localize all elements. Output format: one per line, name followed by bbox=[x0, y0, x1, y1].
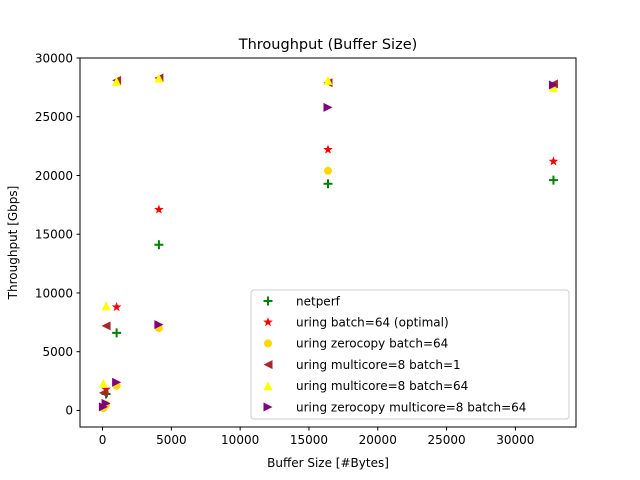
legend: netperf uring batch=64 (optimal) uring zer… bbox=[250, 289, 570, 420]
data-point-series-5-1 bbox=[101, 398, 111, 408]
data-point-series-0-2 bbox=[112, 328, 122, 338]
legend-label-1: uring batch=64 (optimal) bbox=[296, 316, 449, 330]
chart-title: Throughput (Buffer Size) bbox=[238, 37, 418, 53]
data-point-series-5-4 bbox=[323, 102, 333, 112]
x-tick-label-5: 25000 bbox=[427, 433, 465, 447]
y-tick-label-2: 10000 bbox=[35, 286, 73, 300]
data-point-series-0-3 bbox=[154, 240, 164, 250]
y-tick-label-0: 0 bbox=[65, 404, 73, 418]
data-point-series-4-4 bbox=[323, 75, 333, 85]
legend-marker-3 bbox=[263, 360, 273, 370]
legend-label-3: uring multicore=8 batch=1 bbox=[296, 358, 461, 372]
data-point-series-4-3 bbox=[154, 73, 164, 83]
y-tick-label-1: 5000 bbox=[42, 345, 73, 359]
y-axis-label: Throughput [Gbps] bbox=[6, 186, 20, 301]
data-points bbox=[98, 73, 559, 413]
data-point-series-4-5 bbox=[548, 82, 558, 92]
legend-marker-4 bbox=[263, 381, 273, 391]
data-point-series-0-5 bbox=[548, 175, 558, 185]
data-point-series-5-2 bbox=[112, 377, 122, 387]
x-tick-label-1: 5000 bbox=[156, 433, 187, 447]
x-axis-ticks: 0 5000 10000 15000 20000 25000 30000 bbox=[99, 427, 534, 447]
legend-label-4: uring multicore=8 batch=64 bbox=[296, 379, 468, 393]
x-axis-label: Buffer Size [#Bytes] bbox=[267, 456, 389, 470]
data-point-series-4-0 bbox=[98, 378, 108, 388]
legend-marker-0 bbox=[263, 296, 273, 306]
data-point-series-5-5 bbox=[548, 80, 558, 90]
x-tick-label-3: 15000 bbox=[290, 433, 328, 447]
legend-box bbox=[250, 289, 570, 420]
legend-label-2: uring zerocopy batch=64 bbox=[296, 337, 448, 351]
data-point-series-1-5 bbox=[548, 156, 559, 166]
plot-frame bbox=[79, 57, 577, 428]
data-point-series-3-0 bbox=[98, 388, 108, 398]
data-point-series-1-4 bbox=[323, 144, 333, 154]
data-point-series-5-3 bbox=[154, 320, 164, 330]
data-point-series-1-3 bbox=[154, 204, 164, 214]
y-tick-label-4: 20000 bbox=[35, 169, 73, 183]
data-point-series-4-1 bbox=[101, 301, 111, 311]
legend-label-0: netperf bbox=[296, 294, 341, 308]
legend-marker-1 bbox=[263, 317, 273, 327]
y-tick-label-5: 25000 bbox=[35, 110, 73, 124]
data-point-series-0-4 bbox=[323, 179, 333, 189]
data-point-series-1-2 bbox=[111, 302, 122, 312]
data-point-series-4-2 bbox=[112, 76, 122, 86]
legend-marker-2 bbox=[264, 339, 272, 348]
x-tick-label-4: 20000 bbox=[359, 433, 397, 447]
y-tick-label-3: 15000 bbox=[35, 228, 73, 242]
y-axis-ticks: 0 5000 10000 15000 20000 25000 30000 bbox=[35, 51, 80, 418]
legend-marker-5 bbox=[263, 402, 273, 412]
x-tick-label-6: 30000 bbox=[496, 433, 534, 447]
data-point-series-3-1 bbox=[101, 321, 111, 331]
data-point-series-2-4 bbox=[324, 166, 332, 175]
x-tick-label-2: 10000 bbox=[221, 433, 259, 447]
data-point-series-1-1 bbox=[101, 384, 111, 394]
legend-label-5: uring zerocopy multicore=8 batch=64 bbox=[296, 400, 526, 414]
y-tick-label-6: 30000 bbox=[35, 51, 73, 65]
x-tick-label-0: 0 bbox=[99, 433, 107, 447]
